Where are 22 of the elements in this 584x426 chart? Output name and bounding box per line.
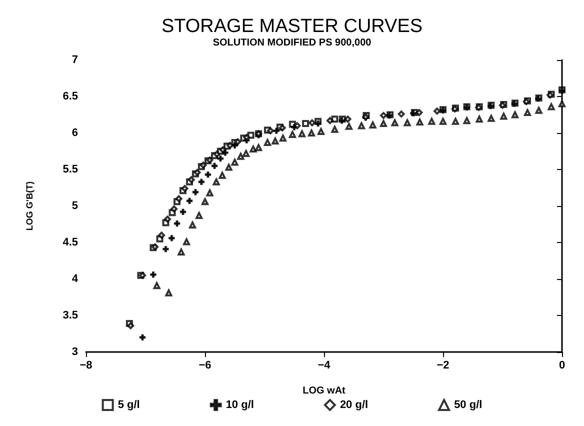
x-tick-label: −6 bbox=[198, 360, 212, 372]
y-tick-label: 5.5 bbox=[62, 164, 78, 176]
legend-label: 50 g/l bbox=[454, 399, 482, 411]
x-tick-label: −4 bbox=[318, 360, 332, 372]
x-tick-label: −8 bbox=[80, 360, 92, 372]
x-tick-label: 0 bbox=[558, 360, 566, 372]
y-tick-label: 6.5 bbox=[62, 90, 78, 102]
x-tick-label: −2 bbox=[436, 360, 450, 372]
legend-label: 10 g/l bbox=[226, 399, 254, 411]
x-axis-title: LOG wAt bbox=[302, 386, 346, 396]
y-tick-label: 7 bbox=[72, 54, 78, 66]
y-axis-title: LOG G'B(T) bbox=[24, 181, 34, 231]
legend-label: 5 g/l bbox=[118, 399, 140, 411]
y-tick-label: 4.5 bbox=[62, 236, 78, 248]
y-tick-label: 3 bbox=[72, 346, 78, 358]
y-tick-label: 3.5 bbox=[62, 310, 78, 322]
y-tick-label: 5 bbox=[72, 200, 78, 212]
chart-title: STORAGE MASTER CURVES bbox=[161, 16, 423, 37]
legend-label: 20 g/l bbox=[340, 399, 368, 411]
chart-subtitle: SOLUTION MODIFIED PS 900,000 bbox=[212, 38, 372, 48]
y-tick-label: 6 bbox=[72, 127, 78, 139]
y-tick-label: 4 bbox=[72, 273, 79, 285]
